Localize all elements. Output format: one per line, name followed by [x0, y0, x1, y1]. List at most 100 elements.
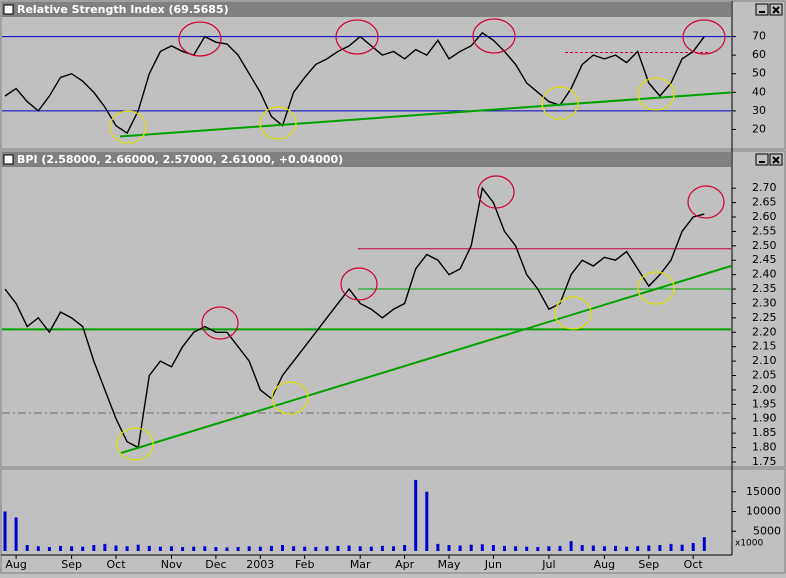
- volume-bar: [14, 517, 18, 551]
- volume-frame: [0, 468, 786, 574]
- volume-bar: [347, 545, 351, 551]
- volume-bar: [336, 545, 340, 551]
- volume-bar: [36, 546, 40, 551]
- y-tick-label: 1.85: [752, 426, 777, 439]
- x-tick-label: Jul: [541, 558, 555, 571]
- rsi-title-bar: [2, 2, 731, 17]
- volume-bar: [514, 546, 518, 551]
- volume-bar: [3, 511, 7, 551]
- y-tick-label: 2.05: [752, 369, 777, 382]
- y-tick-label: 2.55: [752, 224, 777, 237]
- y-tick-label: 1.90: [752, 412, 777, 425]
- yellow-circle: [109, 110, 147, 144]
- red-circle: [472, 18, 516, 54]
- y-tick-label: 50: [752, 67, 766, 80]
- volume-bar: [647, 545, 651, 551]
- y-tick-label: 40: [752, 85, 766, 98]
- window-buttons[interactable]: [755, 3, 783, 166]
- y-tick-label: 20: [752, 122, 766, 135]
- volume-bar: [314, 547, 318, 551]
- volume-bar: [591, 545, 595, 551]
- x-tick-label: Sep: [638, 558, 659, 571]
- y-tick-label: 2.50: [752, 239, 777, 252]
- red-circle: [178, 21, 222, 57]
- volume-bar: [25, 545, 29, 551]
- y-tick-label: 15000: [746, 485, 781, 498]
- minimize-button[interactable]: [755, 3, 769, 16]
- y-tick-label: 2.30: [752, 296, 777, 309]
- volume-bar: [358, 546, 362, 551]
- panel-title: BPI (2.58000, 2.66000, 2.57000, 2.61000,…: [17, 153, 343, 166]
- y-tick-label: 2.10: [752, 354, 777, 367]
- volume-bar: [214, 547, 218, 551]
- y-tick-label: 2.35: [752, 282, 777, 295]
- volume-bar: [525, 546, 529, 551]
- price-title-bar: [2, 152, 731, 167]
- y-tick-label: 1.95: [752, 397, 777, 410]
- red-circle: [201, 306, 239, 340]
- highlights: [109, 18, 726, 461]
- volume-bar: [636, 546, 640, 551]
- x-tick-label: Aug: [5, 558, 26, 571]
- trend-line: [119, 265, 732, 455]
- volume-bar: [158, 546, 162, 551]
- panel-title: Relative Strength Index (69.5685): [17, 3, 229, 16]
- yellow-circle: [259, 106, 297, 140]
- volume-bar: [558, 545, 562, 551]
- y-tick-label: 2.60: [752, 210, 777, 223]
- volume-bar: [369, 546, 373, 551]
- volume-bar: [547, 546, 551, 551]
- volume-bar: [625, 546, 629, 551]
- y-tick-label: 2.40: [752, 268, 777, 281]
- volume-bar: [281, 545, 284, 551]
- volume-bar: [247, 546, 251, 551]
- volume-bar: [503, 545, 506, 551]
- panel-icon: [3, 154, 14, 165]
- volume-bar: [292, 546, 296, 551]
- volume-bar: [258, 546, 262, 551]
- volume-bar: [691, 543, 695, 551]
- close-glyph: [772, 6, 780, 14]
- yellow-circle: [637, 271, 675, 305]
- x-tick-label: Aug: [594, 558, 615, 571]
- x-tick-label: Oct: [106, 558, 126, 571]
- y-tick-label: 70: [752, 30, 766, 43]
- volume-bar: [580, 545, 584, 551]
- volume-bar: [325, 546, 329, 551]
- y-tick-label: 2.45: [752, 253, 777, 266]
- yellow-circle: [271, 381, 309, 415]
- volume-bar: [181, 547, 185, 551]
- x-tick-label: Jun: [484, 558, 502, 571]
- y-tick-label: 1.75: [752, 455, 777, 468]
- volume-bar: [602, 546, 606, 551]
- volume-bar: [147, 545, 151, 551]
- y-tick-label: 2.00: [752, 383, 777, 396]
- volume-bar: [458, 545, 462, 551]
- volume-bar: [414, 479, 418, 551]
- volume-bar: [491, 545, 495, 551]
- unit-label: x1000: [735, 539, 764, 549]
- y-tick-label: 2.65: [752, 196, 777, 209]
- red-circle: [687, 185, 725, 219]
- volume-bar: [447, 545, 451, 551]
- volume-bar: [192, 546, 196, 551]
- volume-bar: [469, 544, 473, 551]
- close-glyph: [772, 156, 780, 164]
- minimize-button[interactable]: [755, 153, 769, 166]
- volume-bar: [425, 491, 429, 551]
- x-tick-label: Mar: [350, 558, 371, 571]
- volume-bar: [392, 546, 395, 551]
- volume-bar: [680, 544, 684, 551]
- panel-icon: [3, 4, 14, 15]
- volume-bar: [114, 545, 118, 551]
- y-tick-label: 2.20: [752, 325, 777, 338]
- volume-bar: [614, 545, 617, 551]
- volume-bar: [569, 541, 573, 551]
- volume-bar: [59, 545, 62, 551]
- price-line: [4, 186, 705, 449]
- volume-bar: [536, 547, 540, 551]
- volume-bar: [436, 543, 440, 551]
- volume-bar: [203, 546, 207, 551]
